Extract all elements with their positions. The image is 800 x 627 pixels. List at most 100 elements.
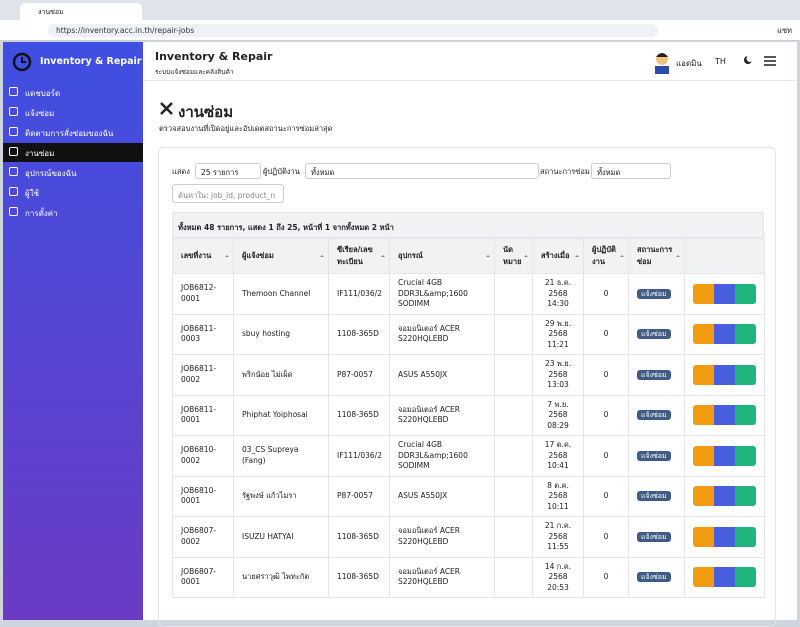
url[interactable]: https://inventory.acc.in.th/repair-jobs [48, 24, 658, 37]
menu-label: แจ้งซ่อม [25, 109, 55, 118]
profile[interactable]: แชท [777, 26, 792, 35]
reporter: Phiphat Yoiphosai [242, 410, 308, 419]
cell [494, 273, 533, 315]
cell: แจ้งซ่อม [628, 313, 685, 355]
created: 14 ก.ค. 2568 20:53 [544, 561, 572, 592]
view-button[interactable] [693, 364, 714, 385]
approve-button[interactable] [714, 283, 735, 304]
approve-button[interactable] [714, 405, 735, 426]
cell: IF111/036/2 [328, 435, 390, 477]
cell: 8 ต.ค. 2568 10:11 [532, 475, 584, 517]
approve-button[interactable] [714, 526, 735, 547]
status-select[interactable]: ทั้งหมด [591, 163, 671, 179]
menu-item[interactable]: แดชบอร์ด [3, 83, 143, 102]
serial: 1108-365D [337, 531, 379, 541]
cell: 14 ก.ค. 2568 20:53 [532, 556, 584, 598]
cell: 0 [583, 435, 629, 477]
column-header[interactable]: ผู้แจ้งซ่อม [233, 238, 329, 274]
device: ASUS A550JX [398, 369, 448, 379]
jobs-table: เลขที่งาน ผู้แจ้งซ่อม ซีเรียล/เลขทะเบียน อุ… [172, 238, 765, 598]
cell [494, 354, 533, 396]
job-id: JOB6811-0002 [181, 364, 217, 384]
edit-button[interactable] [735, 324, 756, 345]
view-button[interactable] [693, 526, 714, 547]
menu-icon [9, 187, 18, 196]
column-header[interactable]: เลขที่งาน [172, 238, 234, 274]
sort-icon [486, 253, 490, 257]
menu-item[interactable]: อุปกรณ์ของฉัน [3, 163, 143, 182]
cell: JOB6811-0001 [172, 394, 234, 436]
reporter: รัฐพงษ์ แก้วไมรา [242, 491, 297, 500]
cell: 0 [583, 354, 629, 396]
cell: 1108-365D [328, 313, 390, 355]
header-title: Inventory & Repair [155, 50, 273, 63]
technician-select[interactable]: ทั้งหมด [305, 163, 539, 179]
device: Crucial 4GB DDR3L&amp;1600 SODIMM [398, 440, 468, 470]
show-label: แสดง [172, 167, 190, 176]
column-header[interactable]: สถานะการซ่อม [628, 238, 685, 274]
approve-button[interactable] [714, 445, 735, 466]
edit-button[interactable] [735, 526, 756, 547]
language[interactable]: TH [715, 57, 726, 66]
technician: 0 [603, 288, 609, 298]
table-row: JOB6811-0001 Phiphat Yoiphosai 1108-365D จอ… [172, 394, 765, 436]
view-button[interactable] [693, 486, 714, 507]
menu-item[interactable]: งานซ่อม [3, 143, 143, 162]
menu-item[interactable]: การตั้งค่า [3, 203, 143, 222]
sort-icon [575, 253, 579, 257]
approve-button[interactable] [714, 324, 735, 345]
edit-button[interactable] [735, 567, 756, 588]
edit-button[interactable] [735, 283, 756, 304]
cell: จอมอนิเตอร์ ACER S220HQLEBD [389, 394, 495, 436]
cell: 23 พ.ย. 2568 13:03 [532, 354, 584, 396]
technician: 0 [603, 491, 609, 500]
user-name[interactable]: แอดมิน [676, 59, 702, 68]
menu-item[interactable]: แจ้งซ่อม [3, 103, 143, 122]
cell: 29 พ.ย. 2568 11:21 [532, 313, 584, 355]
action-buttons [693, 567, 756, 588]
menu-toggle[interactable] [764, 56, 776, 66]
view-button[interactable] [693, 405, 714, 426]
approve-button[interactable] [714, 486, 735, 507]
header-row: เลขที่งาน ผู้แจ้งซ่อม ซีเรียล/เลขทะเบียน อุ… [172, 238, 765, 274]
view-button[interactable] [693, 283, 714, 304]
actions-cell [684, 354, 765, 396]
status-badge: แจ้งซ่อม [637, 531, 671, 542]
column-header[interactable]: ผู้ปฏิบัติงาน [583, 238, 629, 274]
cell: 0 [583, 475, 629, 517]
edit-button[interactable] [735, 364, 756, 385]
cell: Crucial 4GB DDR3L&amp;1600 SODIMM [389, 435, 495, 477]
view-button[interactable] [693, 445, 714, 466]
menu-icon [9, 167, 18, 176]
edit-button[interactable] [735, 405, 756, 426]
status-badge: แจ้งซ่อม [637, 369, 671, 380]
menu-item[interactable]: ติดตามการสั่งซ่อมของฉัน [3, 123, 143, 142]
reporter: 03_CS Supreya (Fang) [242, 445, 299, 465]
browser-tab[interactable]: งานซ่อม [20, 3, 142, 20]
menu-label: แดชบอร์ด [25, 89, 61, 98]
reporter: sbuy hosting [242, 329, 291, 338]
column-header[interactable]: นัดหมาย [494, 238, 533, 274]
cell: Themoon Channel [233, 273, 329, 315]
header: Inventory & Repair ระบบแจ้งซ่อมและคลังสิ… [143, 42, 797, 81]
cell: แจ้งซ่อม [628, 273, 685, 315]
sort-icon [676, 253, 680, 257]
theme-toggle[interactable] [743, 55, 753, 65]
serial: 1108-365D [337, 410, 379, 419]
column-header[interactable]: ซีเรียล/เลขทะเบียน [328, 238, 390, 274]
view-button[interactable] [693, 324, 714, 345]
menu-item[interactable]: ผู้ใช้ [3, 183, 143, 202]
approve-button[interactable] [714, 364, 735, 385]
column-header[interactable]: อุปกรณ์ [389, 238, 495, 274]
search-input[interactable]: ค้นหาใน: job_id, product_n [172, 184, 284, 203]
edit-button[interactable] [735, 445, 756, 466]
cell: 03_CS Supreya (Fang) [233, 435, 329, 477]
page-size-select[interactable]: 25 รายการ [195, 163, 261, 179]
view-button[interactable] [693, 567, 714, 588]
column-header[interactable]: สร้างเมื่อ [532, 238, 584, 274]
actions-cell [684, 475, 765, 517]
cell: 0 [583, 273, 629, 315]
approve-button[interactable] [714, 567, 735, 588]
edit-button[interactable] [735, 486, 756, 507]
cell: แจ้งซ่อม [628, 556, 685, 598]
